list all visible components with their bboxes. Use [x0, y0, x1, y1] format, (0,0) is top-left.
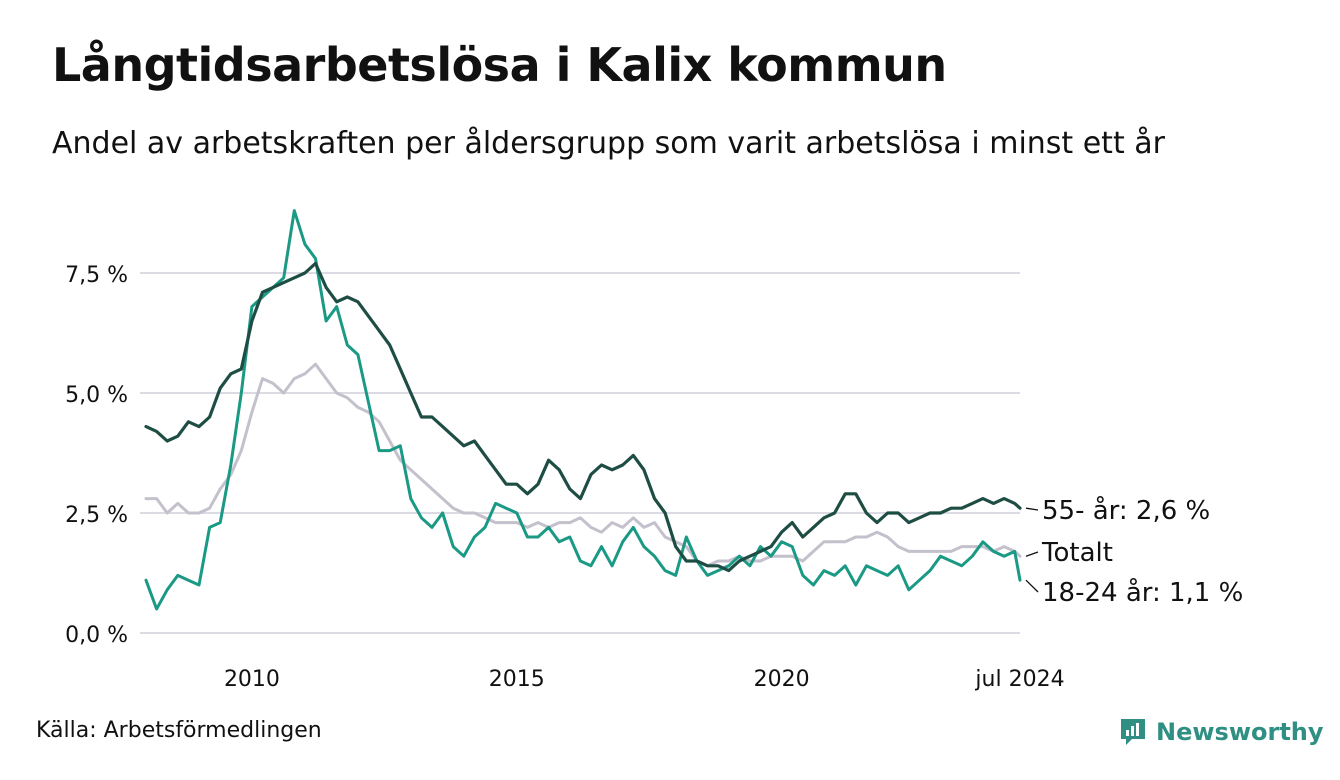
chart-title: Långtidsarbetslösa i Kalix kommun [52, 38, 947, 92]
source-note: Källa: Arbetsförmedlingen [36, 718, 322, 743]
x-tick-label: jul 2024 [974, 667, 1064, 692]
y-tick-label: 0,0 % [65, 623, 128, 648]
brand-logo: Newsworthy [1118, 712, 1324, 752]
series-line-18-24 [144, 209, 1022, 611]
y-tick-label: 5,0 % [65, 383, 128, 408]
x-tick-label: 2015 [489, 667, 545, 692]
series-line-total [144, 362, 1022, 568]
label-total-leader [1025, 551, 1039, 557]
y-tick-label: 7,5 % [65, 263, 128, 288]
chart-subtitle: Andel av arbetskraften per åldersgrupp s… [52, 126, 1165, 161]
label-18-24-leader [1025, 579, 1039, 593]
brand-name: Newsworthy [1156, 718, 1324, 746]
x-tick-label: 2020 [754, 667, 810, 692]
series-line-55 [144, 261, 1022, 573]
label-18-24: 18-24 år: 1,1 % [1042, 577, 1243, 608]
x-tick-label: 2010 [224, 667, 280, 692]
label-total: Totalt [1041, 538, 1113, 568]
y-tick-label: 2,5 % [65, 503, 128, 528]
label-55-leader [1025, 507, 1039, 511]
newsworthy-logo-icon [1121, 719, 1145, 745]
label-55: 55- år: 2,6 % [1042, 495, 1210, 526]
